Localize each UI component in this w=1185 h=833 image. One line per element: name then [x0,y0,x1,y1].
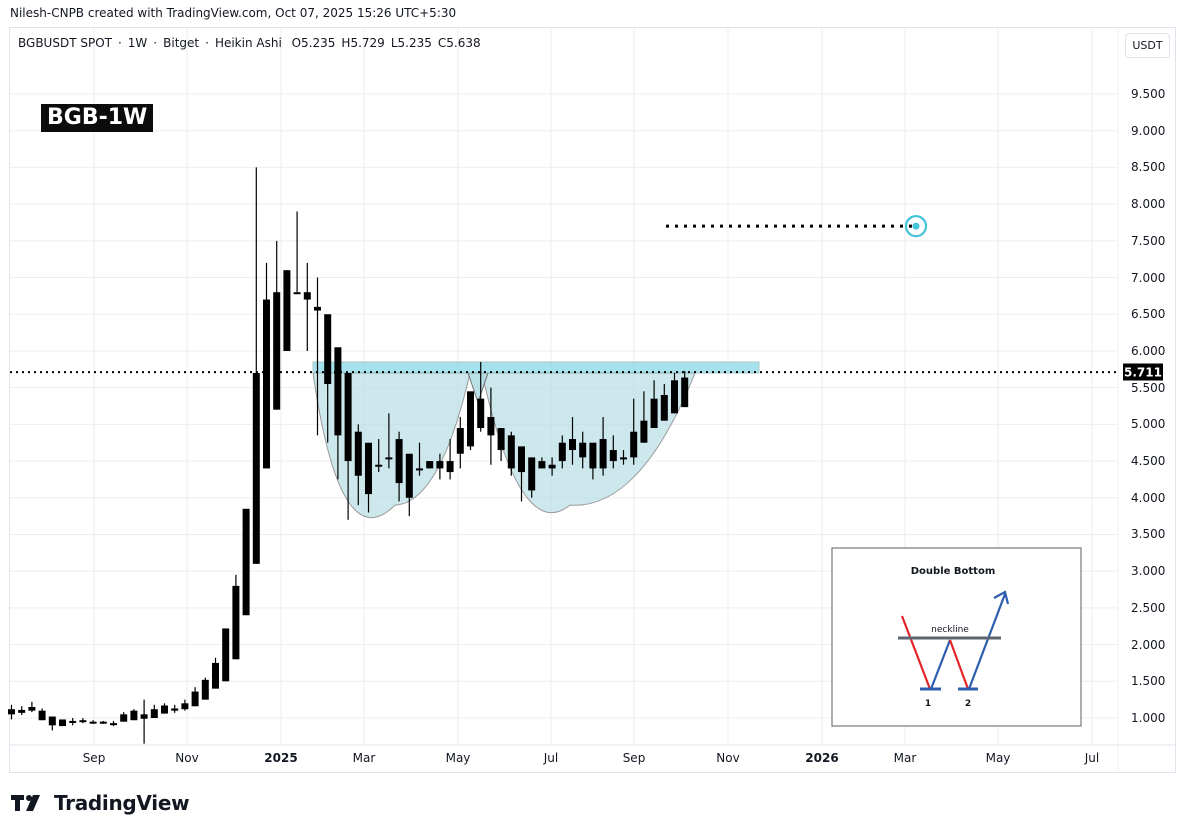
price-axis-label: 5.500 [1131,380,1166,395]
price-axis-label: 5.000 [1131,417,1166,432]
double-bottom-inset: Double Bottom neckline 1 2 [831,547,1082,727]
legend-symbol[interactable]: BGBUSDT SPOT [18,36,112,50]
time-axis-label: Mar [352,751,376,765]
time-axis-label: May [445,751,471,765]
tradingview-wordmark: TradingView [54,791,190,815]
legend-exchange: Bitget [163,36,200,50]
legend-open: O5.235 [291,36,336,50]
chart-credit: Nilesh-CNPB created with TradingView.com… [10,6,457,20]
legend-close: C5.638 [437,36,481,50]
time-axis-label: Jul [543,751,559,765]
price-axis-label: 9.500 [1131,87,1166,101]
double-bottom-pattern [312,361,760,518]
time-axis-label: Nov [716,751,740,765]
price-axis-label: 2.500 [1131,600,1166,615]
price-axis-label: 6.500 [1131,307,1166,322]
time-axis-label: 2025 [264,751,298,765]
price-axis-label: 8.500 [1131,160,1166,175]
price-axis-label: 8.000 [1131,197,1166,212]
candlestick-series [8,167,689,744]
price-axis-label: 2.000 [1131,637,1166,652]
legend-chart-type: Heikin Ashi [214,36,282,50]
price-axis-label: 6.000 [1131,343,1166,358]
legend-low: L5.235 [390,36,432,50]
price-axis-label: 1.500 [1131,674,1166,689]
price-axis-label: 7.500 [1131,233,1166,248]
price-axis-label: 9.000 [1131,123,1166,138]
tradingview-logo[interactable]: TradingView [11,791,190,815]
price-axis-label: 7.000 [1131,270,1166,285]
time-axis-label: Sep [82,751,106,765]
svg-text:neckline: neckline [931,625,969,635]
currency-unit-button[interactable]: USDT [1125,33,1170,58]
price-axis-label: 4.000 [1131,490,1166,505]
svg-text:Double Bottom: Double Bottom [911,566,995,577]
price-axis-label: 1.000 [1131,711,1166,725]
legend-high: H5.729 [341,36,385,50]
price-axis-label: 3.500 [1131,527,1166,542]
annotation-overlays [10,215,1118,374]
price-axis-label: 4.500 [1131,454,1166,469]
time-axis-label: Mar [893,751,917,765]
time-axis-label: Jul [1084,751,1100,765]
time-axis-label: 2026 [805,751,839,765]
time-axis-label: May [985,751,1011,765]
current-price-tag: 5.711 [1123,363,1163,381]
svg-text:2: 2 [965,699,971,709]
time-axis-label: Sep [622,751,646,765]
symbol-legend: BGBUSDT SPOT · 1W · Bitget · Heikin Ashi O5.23… [18,36,481,50]
svg-text:1: 1 [925,699,931,709]
tradingview-logo-icon [11,795,40,811]
time-axis-label: Nov [175,751,199,765]
chart-title-badge: BGB-1W [41,104,154,132]
legend-interval[interactable]: 1W [127,36,148,50]
price-axis-label: 3.000 [1131,564,1166,579]
